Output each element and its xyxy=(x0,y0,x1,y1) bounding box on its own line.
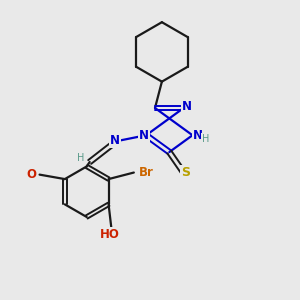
Text: S: S xyxy=(181,167,190,179)
Text: HO: HO xyxy=(100,228,120,241)
Text: Br: Br xyxy=(139,166,154,179)
Text: N: N xyxy=(139,129,149,142)
Text: N: N xyxy=(193,129,203,142)
Text: N: N xyxy=(110,134,120,147)
Text: H: H xyxy=(77,152,84,163)
Text: N: N xyxy=(182,100,192,113)
Text: O: O xyxy=(27,168,37,181)
Text: H: H xyxy=(202,134,210,144)
